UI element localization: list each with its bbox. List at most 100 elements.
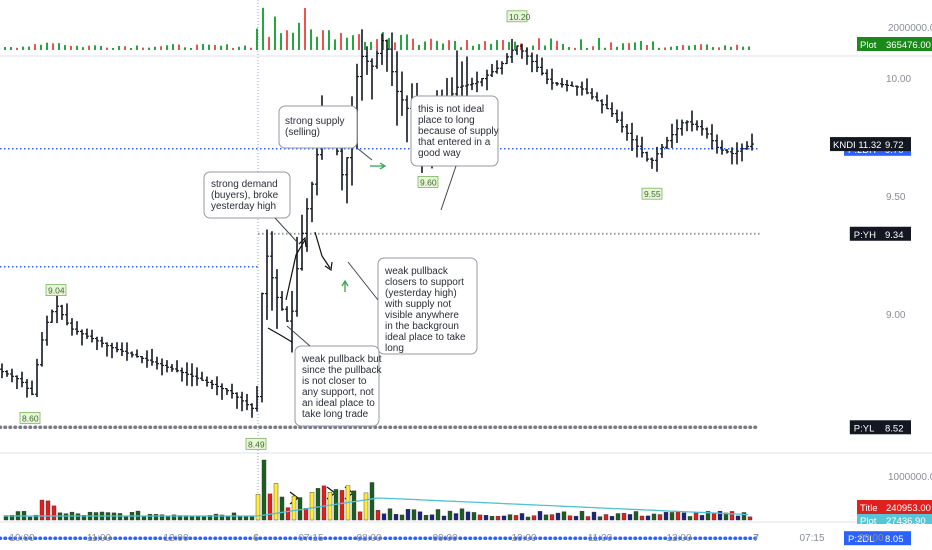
bottom-volume-bar [363, 492, 369, 521]
bottom-volume-bar [501, 515, 507, 521]
top-volume-bar [430, 38, 432, 50]
top-volume-bar [664, 47, 666, 50]
top-volume-bar [688, 45, 690, 50]
bottom-volume-bar [261, 459, 267, 521]
top-volume-bar [166, 45, 168, 50]
bottom-volume-bar [477, 514, 483, 521]
annotation-weak-pullback-support[interactable]: weak pullback closers to support (yester… [347, 257, 478, 355]
top-plot-value: 365476.00 [886, 40, 931, 51]
bottom-volume-bar [255, 494, 261, 521]
top-volume-bar [64, 45, 66, 50]
bottom-volume-bar [465, 511, 471, 521]
top-volume-bar [604, 47, 606, 50]
top-volume-bar [622, 43, 624, 50]
top-volume-bar [520, 43, 522, 50]
level-value: 9.34 [885, 230, 904, 241]
time-tick-label: 12:00 [163, 533, 188, 544]
level-value-box [881, 226, 911, 241]
top-volume-bar [730, 46, 732, 50]
svg-text:visible anywhere: visible anywhere [385, 310, 459, 321]
top-volume-bar [16, 47, 18, 50]
bottom-volume-bar [693, 512, 699, 521]
top-volume-bar [172, 44, 174, 50]
bottom-volume-bars [3, 459, 753, 521]
bottom-volume-bar [9, 514, 15, 521]
time-tick-label: 7 [753, 533, 759, 544]
bottom-volume-bar [735, 515, 741, 521]
bottom-volume-bar [357, 511, 363, 521]
bottom-volume-bar [417, 511, 423, 521]
volume-average-line [4, 497, 749, 517]
svg-text:240953.00: 240953.00 [886, 503, 931, 514]
bottom-volume-bar [123, 516, 129, 521]
bottom-volume-bar [27, 516, 33, 521]
top-volume-bar [184, 47, 186, 50]
time-tick-label: 07:15 [799, 533, 824, 544]
bottom-volume-bar [747, 516, 753, 521]
top-volume-bar [178, 44, 180, 50]
bottom-volume-bar [147, 513, 153, 521]
top-volume-bar [718, 47, 720, 50]
svg-text:(selling): (selling) [285, 127, 320, 138]
top-volume-bar [250, 47, 252, 50]
level-value: 8.52 [885, 423, 904, 434]
bottom-volume-bar [549, 514, 555, 521]
bottom-volume-bar [315, 488, 321, 521]
top-volume-bar [394, 42, 396, 50]
top-volume-bar [448, 40, 450, 50]
last-price-box [881, 137, 911, 152]
top-volume-bar [544, 45, 546, 50]
bottom-volume-bar [441, 515, 447, 521]
bottom-volume-bar [729, 511, 735, 521]
annotation-weak-pullback-no-support[interactable]: weak pullback but since the pullback is … [286, 325, 382, 427]
top-plot-label: Plot 365476.00 [857, 37, 932, 51]
bottom-volume-bar [453, 513, 459, 521]
annotation-not-ideal-place[interactable]: this is not ideal place to long because … [410, 95, 499, 211]
bottom-volume-bar [81, 515, 87, 521]
top-volume-bar [364, 41, 366, 50]
top-volume-bar [358, 34, 360, 50]
bottom-volume-bar [303, 508, 309, 521]
svg-text:strong supply: strong supply [285, 116, 344, 127]
bottom-volume-bar [321, 485, 327, 521]
top-volume-bar [550, 38, 552, 50]
level-lines [0, 148, 762, 540]
bottom-volume-bar [153, 514, 159, 521]
bottom-volume-bar [669, 512, 675, 521]
svg-text:yesterday high: yesterday high [211, 201, 276, 212]
top-volume-bar [142, 47, 144, 50]
bottom-volume-bar [585, 516, 591, 521]
bottom-axis-tick: 1000000.00 [888, 472, 932, 483]
top-volume-bar [40, 44, 42, 50]
annotation-strong-demand[interactable]: strong demand (buyers), broke yesterday … [203, 171, 299, 244]
price-flag: 8.49 [248, 439, 265, 449]
bottom-volume-bar [675, 512, 681, 521]
top-volume-bar [580, 39, 582, 50]
svg-text:27436.90: 27436.90 [886, 516, 926, 527]
top-volume-bar [418, 44, 420, 50]
bottom-volume-bar [483, 515, 489, 521]
annotation-strong-supply[interactable]: strong supply (selling) [278, 105, 373, 161]
top-volume-bar [124, 46, 126, 50]
top-volume-bar [748, 46, 750, 50]
top-volume-bar [292, 32, 294, 50]
top-volume-bar [244, 45, 246, 50]
top-volume-bar [70, 45, 72, 50]
price-flag-box [506, 10, 528, 23]
top-volume-bar [316, 36, 318, 50]
symbol-label: KNDI 11.32% [833, 140, 890, 151]
svg-text:long: long [385, 343, 404, 354]
top-volume-bar [478, 44, 480, 50]
top-volume-bar [376, 39, 378, 50]
top-volume-bar [484, 41, 486, 50]
bottom-volume-bar [645, 515, 651, 521]
top-volume-bar [700, 44, 702, 50]
bottom-volume-bar [489, 516, 495, 521]
top-volume-bar [340, 32, 342, 50]
bottom-volume-bar [213, 513, 219, 521]
top-volume-bar [574, 47, 576, 50]
top-volume-bar [232, 47, 234, 50]
top-volume-bar [58, 43, 60, 50]
